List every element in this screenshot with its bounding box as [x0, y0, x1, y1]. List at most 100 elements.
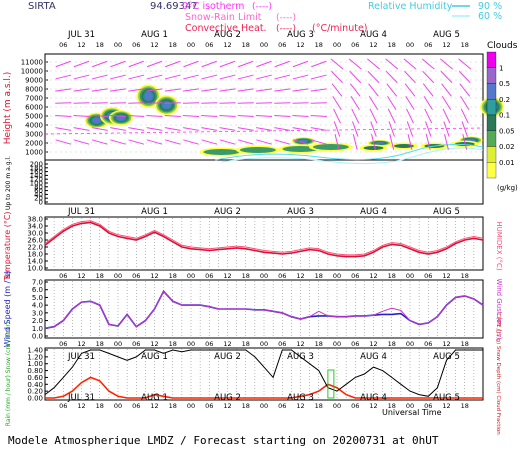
wind-arrow — [164, 139, 181, 145]
cloud-ylabel: Height (m a.s.l.) — [3, 72, 13, 145]
day-label-top: AUG 4 — [360, 30, 387, 40]
hour-label-precip: 12 — [369, 340, 377, 348]
wind-arrow — [73, 139, 90, 145]
hour-label-top: 18 — [169, 41, 177, 49]
cloud-panel: Height (m a.s.l.) Up to 200 m a.g.l. 110… — [3, 53, 505, 210]
wind-arrow — [146, 74, 163, 80]
hour-label-wind: 18 — [242, 272, 250, 280]
hour-label-wind: 18 — [388, 272, 396, 280]
hour-label-wind: 18 — [169, 272, 177, 280]
wind-arrow — [461, 121, 468, 137]
wind-arrow — [219, 139, 236, 145]
hour-label-bottom: 18 — [169, 402, 177, 410]
wind-arrow — [368, 83, 379, 97]
cloud-yticks-high: 1100010000900080007000600050004000300020… — [21, 59, 48, 157]
cloud-scale-swatch — [486, 146, 497, 163]
hour-label-top: 06 — [351, 41, 359, 49]
hour-label-precip: 06 — [59, 340, 67, 348]
coords-label: 94.69347 — [150, 1, 198, 12]
wind-arrow — [91, 139, 108, 145]
hour-label-precip: 06 — [132, 340, 140, 348]
wind-arrow — [73, 127, 90, 131]
wind-arrow — [350, 95, 360, 111]
hour-label-bottom: 18 — [242, 402, 250, 410]
day-label-bottom: AUG 3 — [287, 393, 314, 403]
cloud-scale-swatches — [486, 51, 497, 179]
wind-arrow — [367, 70, 380, 84]
wind-arrow — [91, 74, 108, 80]
cloud-ytick-high-label: 5000 — [25, 113, 43, 121]
cloud-scale: Clouds 1 0.5 0.2 0.1 0.05 0.02 0.01 (g/kg) — [486, 41, 518, 192]
hour-label-precip: 18 — [461, 340, 469, 348]
cloud-patch — [299, 140, 308, 143]
wind-arrow — [331, 70, 343, 84]
wind-arrow — [201, 60, 217, 68]
hour-label-bottom: 06 — [59, 402, 67, 410]
day-label-bottom: AUG 5 — [433, 393, 460, 403]
wind-arrow — [255, 102, 273, 104]
wind-arrow — [333, 108, 341, 124]
wind-arrow — [183, 88, 199, 92]
wind-arrow — [310, 74, 327, 80]
wind-arrow — [310, 102, 327, 104]
hour-label-top: 12 — [296, 41, 304, 49]
wind-arrow — [406, 121, 414, 137]
wind-arrow — [388, 121, 395, 137]
wind-arrow — [164, 74, 181, 80]
wind-arrow — [292, 139, 309, 145]
hour-label-top: 06 — [278, 41, 286, 49]
precip-ytick-label: 1.40 — [27, 347, 43, 355]
wind-arrow — [387, 108, 396, 124]
day-label-top: AUG 1 — [141, 30, 168, 40]
precip-grid — [53, 349, 475, 399]
hour-label-precip: 18 — [169, 340, 177, 348]
convective-legend-symbol: (----) — [276, 24, 296, 34]
wind-arrow — [255, 114, 273, 118]
convective-legend-label: Convective Heat. — [185, 23, 267, 34]
wind-arrow — [146, 127, 163, 131]
wind-arrow — [128, 139, 145, 145]
hour-label-precip: 00 — [333, 340, 341, 348]
hour-label-precip: 12 — [223, 340, 231, 348]
wind-arrow — [146, 60, 163, 68]
precip-ytick-label: 0.00 — [27, 395, 43, 403]
wind-gust-series — [44, 290, 484, 329]
wind-arrow — [458, 70, 471, 84]
hour-label-bottom: 00 — [260, 402, 268, 410]
day-label-top: AUG 3 — [287, 30, 314, 40]
wind-arrow — [55, 127, 72, 131]
wind-arrow — [182, 102, 200, 104]
wind-arrow — [201, 139, 218, 145]
snow-marker — [327, 369, 335, 399]
hour-label-bottom: 18 — [96, 402, 104, 410]
rh90-contour — [215, 143, 484, 161]
cloud-ytick-low-label: 120 — [30, 176, 43, 184]
hour-label-bottom: 06 — [351, 402, 359, 410]
wind-ytick-label: 5.0 — [32, 294, 43, 302]
hour-label-wind: 00 — [187, 272, 195, 280]
snow-rain-legend-symbol: (----) — [276, 13, 296, 23]
hour-label-top: 06 — [205, 41, 213, 49]
wind-ytick-label: 0.0 — [32, 333, 43, 341]
cloud-ytick-low-label: 40 — [34, 191, 43, 199]
day-label-bottom: AUG 1 — [141, 393, 168, 403]
wind-arrow — [55, 102, 72, 104]
cloud-ytick-low-label: 200 — [30, 161, 43, 169]
cloud-ytick-high-label: 8000 — [25, 86, 43, 94]
hour-label-top: 18 — [242, 41, 250, 49]
rain-series — [45, 376, 483, 399]
hour-label-precip: 00 — [114, 340, 122, 348]
wind-arrow — [352, 121, 359, 137]
wind-arrow — [91, 88, 108, 92]
wind-ytick-label: 4.0 — [32, 302, 43, 310]
wind-arrow — [387, 95, 397, 111]
wind-arrow — [407, 134, 413, 150]
site-label: SIRTA — [28, 1, 56, 12]
header: SIRTA 94.69347 0°C isotherm (----) Snow-… — [28, 1, 502, 34]
wind-arrow — [55, 88, 72, 92]
wind-arrow — [237, 102, 254, 104]
hour-label-wind: 06 — [424, 272, 432, 280]
day-label-temp: AUG 3 — [287, 207, 314, 217]
hour-label-wind: 12 — [150, 272, 158, 280]
